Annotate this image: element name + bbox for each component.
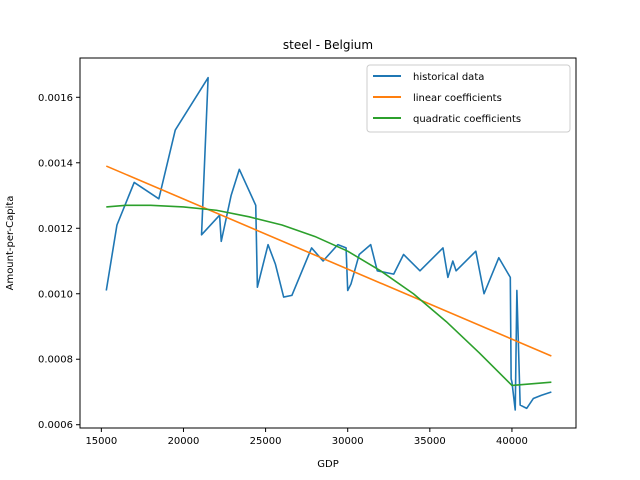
x-tick-label: 35000 [414,436,446,447]
y-tick-label: 0.0014 [38,158,73,169]
linear-coefficients-line [105,165,552,357]
y-tick-label: 0.0012 [38,224,73,235]
x-tick-label: 15000 [85,436,117,447]
plot-area [105,76,552,411]
x-tick-label: 30000 [332,436,364,447]
x-axis-label: GDP [317,459,338,470]
x-axis-ticks: 15000 20000 25000 30000 35000 40000 [85,428,528,447]
y-tick-label: 0.0008 [38,355,73,366]
y-axis-label: Amount-per-Capita [5,196,16,291]
x-tick-label: 40000 [496,436,528,447]
chart-title: steel - Belgium [283,38,373,52]
y-axis-ticks: 0.0006 0.0008 0.0010 0.0012 0.0014 0.0016 [38,93,80,431]
legend-label-quadratic: quadratic coefficients [413,114,521,125]
legend-box [366,64,571,133]
y-tick-label: 0.0016 [38,93,73,104]
legend: historical data linear coefficients quad… [366,64,571,133]
legend-label-historical: historical data [413,72,484,83]
legend-label-linear: linear coefficients [413,93,502,104]
historical-data-line [105,76,552,411]
x-tick-label: 25000 [250,436,282,447]
y-tick-label: 0.0010 [38,289,73,300]
x-tick-label: 20000 [168,436,200,447]
axes-frame [79,57,577,429]
y-tick-label: 0.0006 [38,420,73,431]
quadratic-coefficients-line [106,204,552,387]
